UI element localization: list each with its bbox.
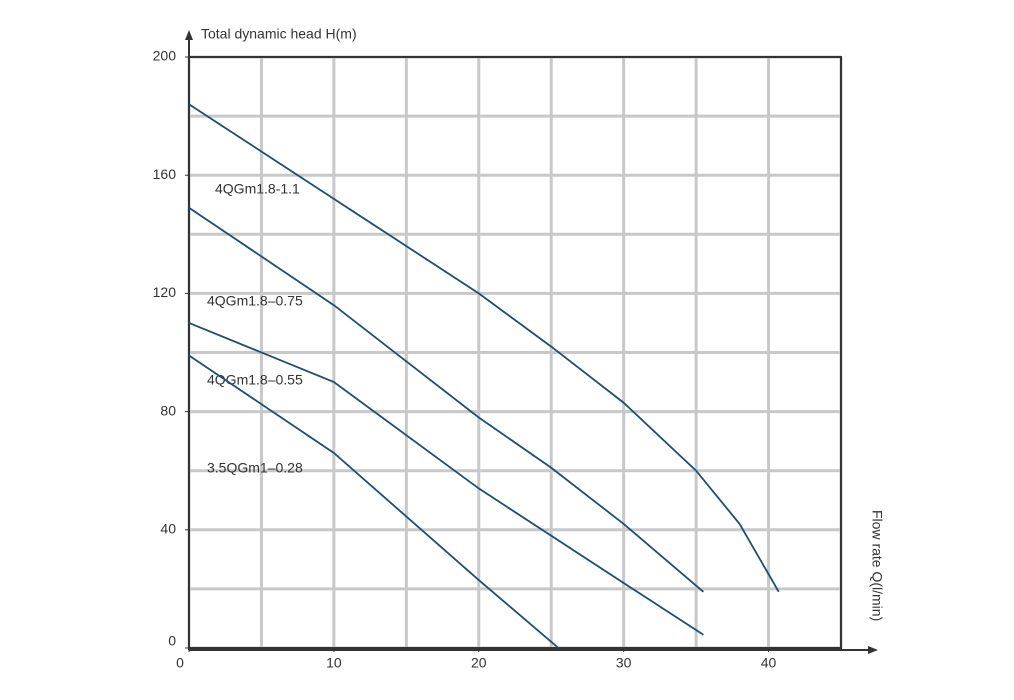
y-axis-label: Total dynamic head H(m)	[201, 26, 357, 42]
y-tick-label: 40	[160, 521, 176, 537]
x-tick-label: 10	[326, 655, 342, 671]
x-tick-label: 20	[471, 655, 487, 671]
curve	[188, 354, 560, 649]
y-tick-label: 200	[153, 48, 177, 64]
y-axis-arrow	[185, 30, 193, 40]
y-tick-label: 160	[153, 166, 177, 182]
x-tick-label: 30	[616, 655, 632, 671]
x-axis-label: Flow rate Q(l/min)	[869, 510, 885, 621]
curve	[188, 322, 704, 636]
curve-label: 4QGm1.8–0.55	[207, 372, 303, 388]
curve-label: 4QGm1.8-1.1	[215, 181, 300, 197]
y-tick-label: 120	[153, 284, 177, 300]
x-axis-arrow	[868, 646, 878, 654]
y-tick-label: 80	[160, 402, 176, 418]
curve-label: 4QGm1.8–0.75	[207, 293, 303, 309]
curve-label: 3.5QGm1–0.28	[207, 460, 303, 476]
curve	[188, 103, 780, 593]
x-tick-label: 0	[176, 655, 184, 671]
curve	[188, 206, 704, 593]
x-tick-label: 40	[761, 655, 777, 671]
y-tick-label: 0	[168, 633, 176, 649]
